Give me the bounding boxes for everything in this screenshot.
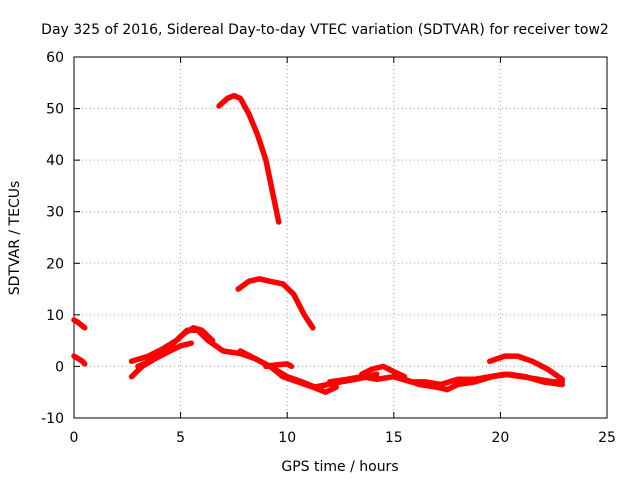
y-tick-label: 0: [55, 359, 64, 375]
y-tick-label: 40: [46, 153, 64, 169]
y-tick-label: 30: [46, 205, 64, 221]
y-tick-label: 20: [46, 256, 64, 272]
grid-layer: [74, 57, 607, 418]
x-tick-label: 15: [385, 430, 403, 446]
y-tick-label: 50: [46, 102, 64, 118]
series-arc-k: [401, 371, 565, 393]
x-tick-label: 10: [278, 430, 296, 446]
series-arc-m: [359, 363, 408, 380]
y-tick-label: 60: [46, 50, 64, 66]
y-tick-label: 10: [46, 308, 64, 324]
y-tick-label: -10: [41, 411, 64, 427]
plot-area-frame: [73, 56, 608, 419]
series-layer: [71, 92, 565, 395]
series-arc-a: [71, 317, 88, 331]
x-axis-label: GPS time / hours: [281, 459, 398, 475]
x-tick-label: 5: [176, 430, 185, 446]
y-axis-label: SDTVAR / TECUs: [7, 181, 23, 296]
series-arc-g: [263, 361, 295, 370]
series-arc-e: [135, 340, 195, 370]
series-arc-l: [486, 353, 565, 383]
series-arc-b: [71, 353, 88, 367]
series-arc-d: [128, 325, 216, 365]
x-tick-label: 20: [491, 430, 509, 446]
tick-layer: 0 5 10 15 20 25 -10 0 10 20 30 40 50 60: [41, 50, 616, 446]
x-tick-label: 0: [70, 430, 79, 446]
series-arc-i: [235, 276, 316, 331]
chart-title: Day 325 of 2016, Sidereal Day-to-day VTE…: [41, 22, 609, 38]
x-tick-label: 25: [598, 430, 616, 446]
series-arc-f: [237, 348, 339, 395]
series-arc-h: [216, 92, 282, 225]
